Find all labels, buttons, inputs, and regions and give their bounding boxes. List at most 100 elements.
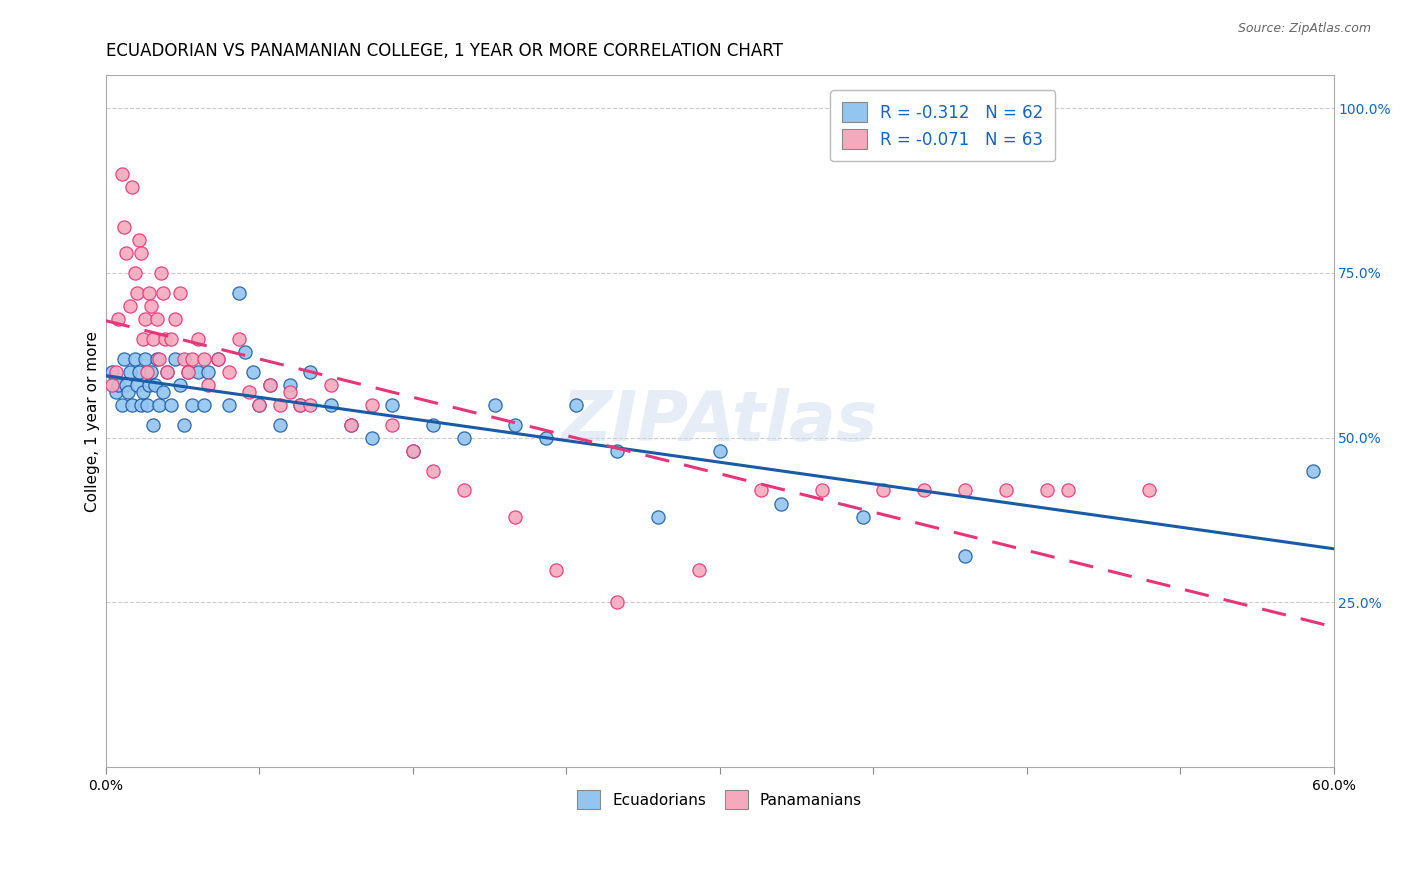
Point xyxy=(647,509,669,524)
Point xyxy=(953,549,976,564)
Point xyxy=(129,246,152,260)
Point xyxy=(484,398,506,412)
Point xyxy=(340,417,363,432)
Point xyxy=(169,285,191,300)
Point xyxy=(340,417,363,432)
Point xyxy=(143,378,166,392)
Point xyxy=(148,351,170,366)
Text: Source: ZipAtlas.com: Source: ZipAtlas.com xyxy=(1237,22,1371,36)
Point xyxy=(156,365,179,379)
Point xyxy=(107,378,129,392)
Point xyxy=(299,398,322,412)
Point xyxy=(360,431,382,445)
Point xyxy=(131,332,153,346)
Point xyxy=(146,312,169,326)
Point xyxy=(995,483,1018,498)
Point xyxy=(872,483,894,498)
Point xyxy=(709,443,731,458)
Point xyxy=(117,384,139,399)
Point xyxy=(453,431,475,445)
Point xyxy=(139,299,162,313)
Point xyxy=(112,351,135,366)
Point xyxy=(360,398,382,412)
Point xyxy=(129,398,152,412)
Point xyxy=(422,464,444,478)
Point xyxy=(912,483,935,498)
Point xyxy=(218,365,240,379)
Point xyxy=(115,246,138,260)
Point xyxy=(242,365,264,379)
Point xyxy=(193,398,215,412)
Point xyxy=(173,417,195,432)
Point xyxy=(107,312,129,326)
Point xyxy=(112,219,135,234)
Point xyxy=(290,398,312,412)
Point xyxy=(138,378,160,392)
Point xyxy=(134,312,156,326)
Point xyxy=(1137,483,1160,498)
Point xyxy=(121,180,143,194)
Point xyxy=(402,443,425,458)
Point xyxy=(120,365,142,379)
Point xyxy=(1036,483,1059,498)
Point xyxy=(197,378,219,392)
Point xyxy=(111,398,134,412)
Point xyxy=(152,384,174,399)
Point xyxy=(176,365,198,379)
Point xyxy=(422,417,444,432)
Point xyxy=(160,332,183,346)
Point xyxy=(228,332,250,346)
Point xyxy=(319,398,342,412)
Point xyxy=(238,384,260,399)
Point xyxy=(121,398,143,412)
Point xyxy=(193,351,215,366)
Point xyxy=(269,398,291,412)
Point xyxy=(125,285,148,300)
Point xyxy=(105,365,128,379)
Point xyxy=(1056,483,1078,498)
Point xyxy=(111,167,134,181)
Point xyxy=(138,285,160,300)
Point xyxy=(156,365,179,379)
Point xyxy=(259,378,281,392)
Point xyxy=(269,417,291,432)
Point xyxy=(453,483,475,498)
Point xyxy=(290,398,312,412)
Point xyxy=(565,398,588,412)
Point xyxy=(278,378,301,392)
Point xyxy=(953,483,976,498)
Point xyxy=(319,378,342,392)
Point xyxy=(233,345,256,359)
Point xyxy=(811,483,834,498)
Point xyxy=(153,332,176,346)
Point xyxy=(146,351,169,366)
Point xyxy=(101,365,124,379)
Point xyxy=(278,384,301,399)
Point xyxy=(544,562,567,576)
Point xyxy=(247,398,270,412)
Point xyxy=(139,365,162,379)
Point xyxy=(606,443,628,458)
Point xyxy=(142,417,165,432)
Point xyxy=(688,562,710,576)
Point xyxy=(770,497,793,511)
Point xyxy=(165,351,187,366)
Point xyxy=(534,431,557,445)
Point xyxy=(218,398,240,412)
Point xyxy=(124,266,146,280)
Point xyxy=(606,595,628,609)
Point xyxy=(134,351,156,366)
Point xyxy=(1302,464,1324,478)
Point xyxy=(187,332,209,346)
Point xyxy=(148,398,170,412)
Point xyxy=(749,483,772,498)
Point xyxy=(503,417,526,432)
Point xyxy=(124,351,146,366)
Point xyxy=(180,398,202,412)
Point xyxy=(120,299,142,313)
Point xyxy=(125,378,148,392)
Point xyxy=(381,398,404,412)
Point xyxy=(152,285,174,300)
Point xyxy=(228,285,250,300)
Point xyxy=(176,365,198,379)
